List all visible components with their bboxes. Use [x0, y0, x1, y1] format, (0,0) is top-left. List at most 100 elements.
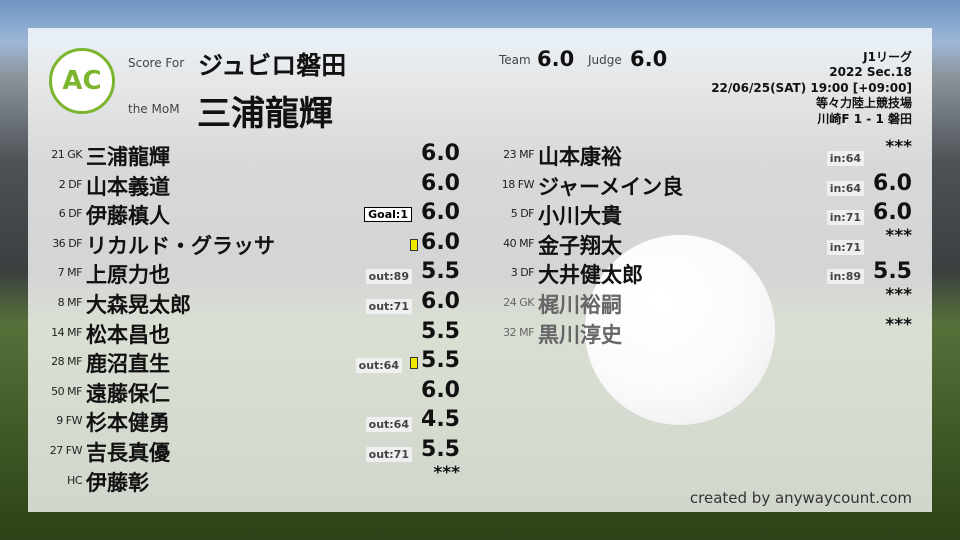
yellow-card-icon	[410, 357, 418, 370]
player-score: 6.0	[421, 288, 460, 314]
result: 川崎F 1 - 1 磐田	[817, 111, 912, 126]
anywaycount-logo: AC	[49, 48, 115, 114]
player-name: 鹿沼直生	[86, 352, 170, 377]
player-row: 9 FW 杉本健勇 out:64 4.5	[28, 405, 460, 435]
player-name: 吉長真優	[86, 440, 170, 465]
player-name: 伊藤彰	[86, 470, 149, 495]
player-name: 杉本健勇	[86, 411, 170, 436]
player-number-position: 8 MF	[57, 295, 83, 309]
player-score: 5.5	[421, 436, 460, 462]
player-name: 大井健太郎	[538, 263, 643, 288]
team-score-label: Team	[499, 53, 531, 67]
player-name: ジャーメイン良	[538, 174, 684, 199]
player-name: 上原力也	[86, 263, 170, 288]
player-number-position: 7 MF	[57, 266, 83, 280]
player-name: リカルド・グラッサ	[86, 233, 275, 258]
player-number-position: 14 MF	[51, 325, 82, 339]
player-row: 21 GK 三浦龍輝 6.0	[28, 139, 460, 169]
subs-list: 23 MF 山本康裕 in:64 *** 18 FW ジャーメイン良 in:64 6.0 5…	[480, 137, 912, 347]
player-name: 山本康裕	[538, 145, 622, 169]
score-panel	[28, 28, 932, 512]
player-row: 7 MF 上原力也 out:89 5.5	[28, 257, 460, 287]
player-row: 32 MF 黒川淳史 ***	[480, 314, 912, 347]
substitution-badge: in:89	[826, 269, 864, 285]
player-number-position: 9 FW	[56, 414, 82, 428]
player-number-position: 24 GK	[503, 295, 534, 309]
datetime: 22/06/25(SAT) 19:00 [+09:00]	[711, 80, 912, 95]
player-score: 5.5	[873, 259, 912, 285]
player-row: 36 DF リカルド・グラッサ 6.0	[28, 228, 460, 258]
player-number-position: 50 MF	[51, 384, 82, 398]
mom-name: 三浦龍輝	[197, 94, 333, 134]
league: J1リーグ	[863, 50, 912, 64]
player-score: 6.0	[873, 170, 912, 196]
player-row: 5 DF 小川大貴 in:71 6.0	[480, 198, 912, 228]
substitution-badge: in:64	[826, 180, 864, 196]
player-row: 24 GK 梶川裕嗣 ***	[480, 284, 912, 317]
player-name: 小川大貴	[538, 204, 622, 229]
substitution-badge: in:64	[826, 151, 864, 166]
substitution-badge: out:71	[365, 298, 412, 314]
substitution-badge: out:89	[365, 269, 412, 285]
player-row: 2 DF 山本義道 6.0	[28, 169, 460, 199]
score-for-label: Score For	[128, 56, 185, 70]
player-number-position: 36 DF	[52, 236, 82, 250]
player-score: 4.5	[421, 407, 460, 433]
player-score: 6.0	[421, 170, 460, 196]
player-number-position: 21 GK	[51, 148, 82, 161]
player-number-position: 32 MF	[503, 325, 534, 339]
player-row: 40 MF 金子翔太 in:71 ***	[480, 225, 912, 258]
player-name: 大森晃太郎	[86, 292, 191, 317]
player-row: 27 FW 吉長真優 out:71 5.5	[28, 435, 460, 465]
player-name: 三浦龍輝	[86, 145, 170, 169]
player-name: 松本昌也	[86, 322, 170, 347]
substitution-badge: out:64	[365, 417, 412, 433]
player-score: 6.0	[421, 229, 460, 255]
player-name: 梶川裕嗣	[538, 292, 622, 317]
player-number-position: 18 FW	[501, 177, 535, 191]
substitution-badge: in:71	[826, 239, 864, 255]
player-row: 8 MF 大森晃太郎 out:71 6.0	[28, 287, 460, 317]
venue: 等々力陸上競技場	[815, 96, 912, 111]
mom-label: the MoM	[128, 102, 180, 116]
player-score: 5.5	[421, 259, 460, 285]
player-score: ***	[885, 137, 912, 157]
team-name: ジュビロ磐田	[198, 51, 347, 80]
player-name: 黒川淳史	[538, 322, 622, 347]
player-number-position: 3 DF	[510, 266, 535, 280]
player-score: 6.0	[421, 141, 460, 166]
substitution-badge: in:71	[826, 210, 864, 226]
substitution-badge: out:64	[355, 358, 402, 374]
team-score: 6.0	[537, 47, 575, 71]
player-score: 6.0	[421, 377, 460, 403]
player-score: ***	[885, 314, 912, 335]
starters-list: 21 GK 三浦龍輝 6.0 2 DF 山本義道 6.0 6 DF 伊藤槙人 Goal:1…	[28, 139, 460, 495]
player-row: 14 MF 松本昌也 5.5	[28, 317, 460, 347]
player-row: 3 DF 大井健太郎 in:89 5.5	[480, 257, 912, 287]
player-score: 5.5	[421, 318, 460, 344]
player-row: 23 MF 山本康裕 in:64 ***	[480, 137, 912, 169]
yellow-card-icon	[410, 238, 418, 251]
player-row: 28 MF 鹿沼直生 out:64 5.5	[28, 346, 460, 376]
player-score: ***	[885, 284, 912, 305]
player-number-position: 27 FW	[49, 443, 83, 457]
player-score: 5.5	[421, 348, 460, 374]
player-name: 金子翔太	[538, 233, 622, 258]
player-row: HC 伊藤彰 ***	[28, 463, 460, 495]
player-name: 伊藤槙人	[86, 204, 170, 229]
player-number-position: HC	[67, 473, 82, 487]
player-number-position: 2 DF	[58, 177, 83, 191]
player-name: 遠藤保仁	[86, 381, 170, 406]
player-row: 6 DF 伊藤槙人 Goal:1 6.0	[28, 198, 460, 228]
judge-score-label: Judge	[588, 53, 622, 67]
player-row: 18 FW ジャーメイン良 in:64 6.0	[480, 169, 912, 199]
player-number-position: 28 MF	[51, 355, 82, 369]
player-number-position: 6 DF	[58, 207, 83, 221]
section: 2022 Sec.18	[829, 65, 912, 80]
player-number-position: 40 MF	[503, 236, 534, 250]
player-score: 6.0	[421, 200, 460, 226]
credit: created by anywaycount.com	[689, 489, 912, 507]
goal-badge: Goal:1	[364, 207, 412, 223]
player-score: ***	[885, 225, 912, 246]
substitution-badge: out:71	[365, 446, 412, 462]
